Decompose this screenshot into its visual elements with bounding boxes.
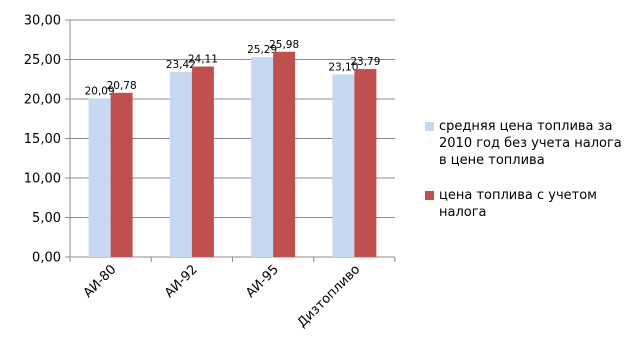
- bar-series-2: [354, 69, 377, 258]
- data-label: 20,09: [85, 85, 115, 97]
- data-label: 23,42: [166, 59, 196, 71]
- data-label: 20,78: [107, 80, 137, 92]
- chart-legend: средняя цена топлива за 2010 год без уче…: [425, 118, 630, 239]
- y-tick-label: 20,00: [24, 93, 61, 108]
- data-label: 23,10: [328, 62, 358, 74]
- y-tick-label: 15,00: [24, 132, 61, 147]
- y-tick-label: 5,00: [32, 211, 61, 226]
- legend-item-series-1: средняя цена топлива за 2010 год без уче…: [425, 118, 630, 169]
- legend-swatch-series-2: [425, 191, 434, 200]
- x-category-label: АИ-92: [162, 262, 201, 301]
- y-tick-label: 30,00: [24, 14, 61, 29]
- data-label: 24,11: [188, 54, 218, 66]
- bar-series-1: [88, 98, 111, 257]
- data-label: 25,29: [247, 44, 277, 56]
- x-category-label: АИ-80: [81, 262, 120, 301]
- bar-series-1: [332, 74, 355, 257]
- bar-series-1: [251, 57, 274, 257]
- bar-series-2: [191, 66, 214, 257]
- bar-series-1: [169, 71, 192, 258]
- legend-label-series-2: цена топлива с учетом налога: [439, 188, 597, 220]
- bar-series-2: [110, 92, 133, 257]
- legend-label-series-1: средняя цена топлива за 2010 год без уче…: [439, 119, 622, 168]
- data-label: 25,98: [269, 39, 299, 51]
- legend-swatch-series-1: [425, 122, 434, 131]
- x-category-label: Дизтопливо: [295, 262, 364, 331]
- bar-series-2: [273, 51, 296, 258]
- y-tick-label: 25,00: [24, 53, 61, 68]
- y-tick-label: 10,00: [24, 172, 61, 187]
- legend-item-series-2: цена топлива с учетом налога: [425, 187, 630, 221]
- data-label: 23,79: [350, 56, 380, 68]
- x-category-label: АИ-95: [243, 262, 282, 301]
- y-tick-label: 0,00: [32, 251, 61, 266]
